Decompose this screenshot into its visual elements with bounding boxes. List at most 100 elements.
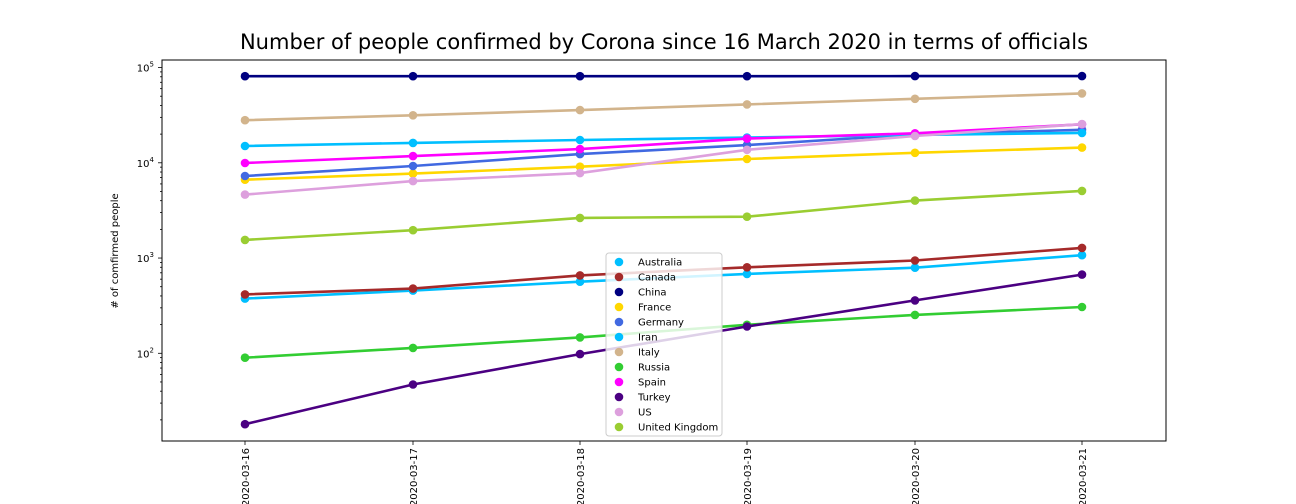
legend-label: Russia <box>638 363 670 374</box>
series-us <box>240 119 1087 199</box>
data-point-spain <box>408 151 418 161</box>
data-point-iran <box>1077 128 1087 138</box>
series-united-kingdom <box>240 186 1087 245</box>
legend-label: China <box>638 288 667 299</box>
series-line-italy <box>244 92 1083 122</box>
y-tick-label: 102 <box>137 346 154 360</box>
x-ticks: 2020-03-16 2020-03-17 2020-03-18 2020-03-19… <box>241 441 1089 504</box>
y-ticks: 102 103 104 105 <box>137 61 162 421</box>
legend-label: Italy <box>638 348 660 359</box>
x-tick-label: 2020-03-18 <box>576 448 587 504</box>
series-line-germany <box>244 128 1083 178</box>
data-point-united-kingdom <box>742 212 752 221</box>
data-point-china <box>910 71 920 81</box>
legend: Australia Canada China France Germany Iran Ita… <box>605 252 723 437</box>
data-point-china <box>575 71 585 81</box>
data-point-australia <box>1077 250 1087 260</box>
legend-marker <box>614 332 624 342</box>
data-point-turkey <box>575 349 585 359</box>
data-point-china <box>408 71 418 81</box>
x-tick-label: 2020-03-17 <box>409 448 420 504</box>
data-point-turkey <box>742 322 752 331</box>
data-point-turkey <box>1077 270 1087 279</box>
data-point-united-kingdom <box>408 225 418 235</box>
legend-marker <box>614 392 624 402</box>
plot-frame <box>161 59 1167 442</box>
y-axis-label: # of comfirmed people <box>110 193 121 308</box>
y-tick-label: 103 <box>137 251 154 265</box>
chart-title: Number of people confirmed by Corona sin… <box>240 30 1088 54</box>
data-point-iran <box>575 135 585 145</box>
data-point-australia <box>742 269 752 279</box>
legend-marker <box>614 362 624 372</box>
data-point-australia <box>575 277 585 287</box>
data-point-france <box>910 148 920 158</box>
legend-marker <box>614 377 624 387</box>
legend-label: United Kingdom <box>638 423 718 434</box>
data-point-us <box>910 131 920 141</box>
data-point-china <box>742 71 752 81</box>
data-point-canada <box>742 263 752 272</box>
data-point-germany <box>408 161 418 171</box>
y-tick-label: 105 <box>137 61 154 75</box>
legend-label: Spain <box>638 378 666 389</box>
data-point-spain <box>240 158 250 168</box>
data-point-italy <box>408 111 418 120</box>
data-point-canada <box>240 290 250 299</box>
data-point-italy <box>742 100 752 109</box>
data-point-canada <box>910 256 920 265</box>
data-point-russia <box>1077 302 1087 312</box>
legend-marker <box>614 422 624 432</box>
data-point-russia <box>910 310 920 320</box>
data-point-spain <box>575 144 585 154</box>
data-point-australia <box>910 263 920 273</box>
data-point-china <box>1077 71 1087 81</box>
data-point-france <box>1077 143 1087 152</box>
legend-label: Australia <box>638 258 682 269</box>
x-tick-label: 2020-03-21 <box>1078 448 1089 504</box>
legend-marker <box>614 407 624 417</box>
data-point-iran <box>408 138 418 148</box>
data-point-china <box>240 71 250 81</box>
series-italy <box>240 89 1087 125</box>
series-line-united-kingdom <box>244 189 1083 242</box>
legend-marker <box>614 257 624 267</box>
legend-label: France <box>638 303 671 314</box>
legend-marker <box>614 302 624 312</box>
data-point-russia <box>575 333 585 342</box>
series-line-spain <box>244 123 1083 165</box>
legend-marker <box>614 347 624 357</box>
x-tick-label: 2020-03-20 <box>911 448 922 504</box>
x-tick-label: 2020-03-19 <box>743 448 754 504</box>
data-point-france <box>408 169 418 178</box>
data-point-us <box>408 176 418 186</box>
data-point-united-kingdom <box>575 213 585 223</box>
series-line-us <box>244 122 1083 196</box>
data-point-canada <box>408 284 418 293</box>
data-point-spain <box>742 134 752 143</box>
data-point-france <box>742 154 752 164</box>
data-point-united-kingdom <box>1077 186 1087 196</box>
data-point-france <box>575 162 585 171</box>
legend-label: Iran <box>638 333 658 344</box>
data-point-russia <box>240 353 250 363</box>
legend-label: US <box>638 408 652 419</box>
data-point-turkey <box>910 296 920 305</box>
series-china <box>240 71 1087 81</box>
data-point-italy <box>910 94 920 104</box>
data-point-united-kingdom <box>240 235 250 245</box>
legend-marker <box>614 317 624 327</box>
data-point-germany <box>240 171 250 181</box>
legend-box <box>605 252 723 437</box>
legend-label: Germany <box>638 318 684 329</box>
series-line-france <box>244 146 1083 181</box>
data-point-russia <box>408 343 418 353</box>
series-france <box>240 143 1087 184</box>
x-tick-label: 2020-03-16 <box>241 448 252 504</box>
data-point-italy <box>240 115 250 125</box>
data-point-us <box>240 190 250 199</box>
data-point-turkey <box>240 419 250 429</box>
legend-marker <box>614 287 624 297</box>
data-point-canada <box>1077 243 1087 253</box>
